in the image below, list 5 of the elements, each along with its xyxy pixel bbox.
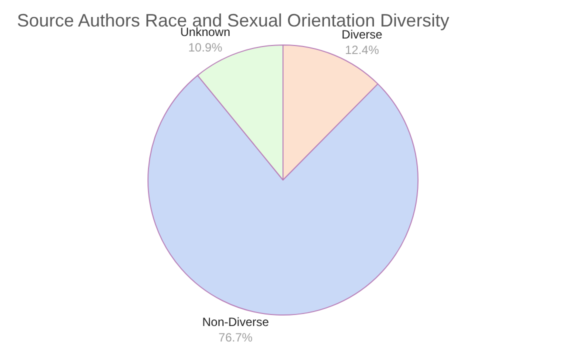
data-label: 10.9% xyxy=(188,40,223,55)
data-label: 12.4% xyxy=(345,43,380,58)
data-label: 76.7% xyxy=(218,330,253,344)
slice-label: Non-Diverse xyxy=(202,314,270,329)
slice-label: Diverse xyxy=(342,28,383,42)
